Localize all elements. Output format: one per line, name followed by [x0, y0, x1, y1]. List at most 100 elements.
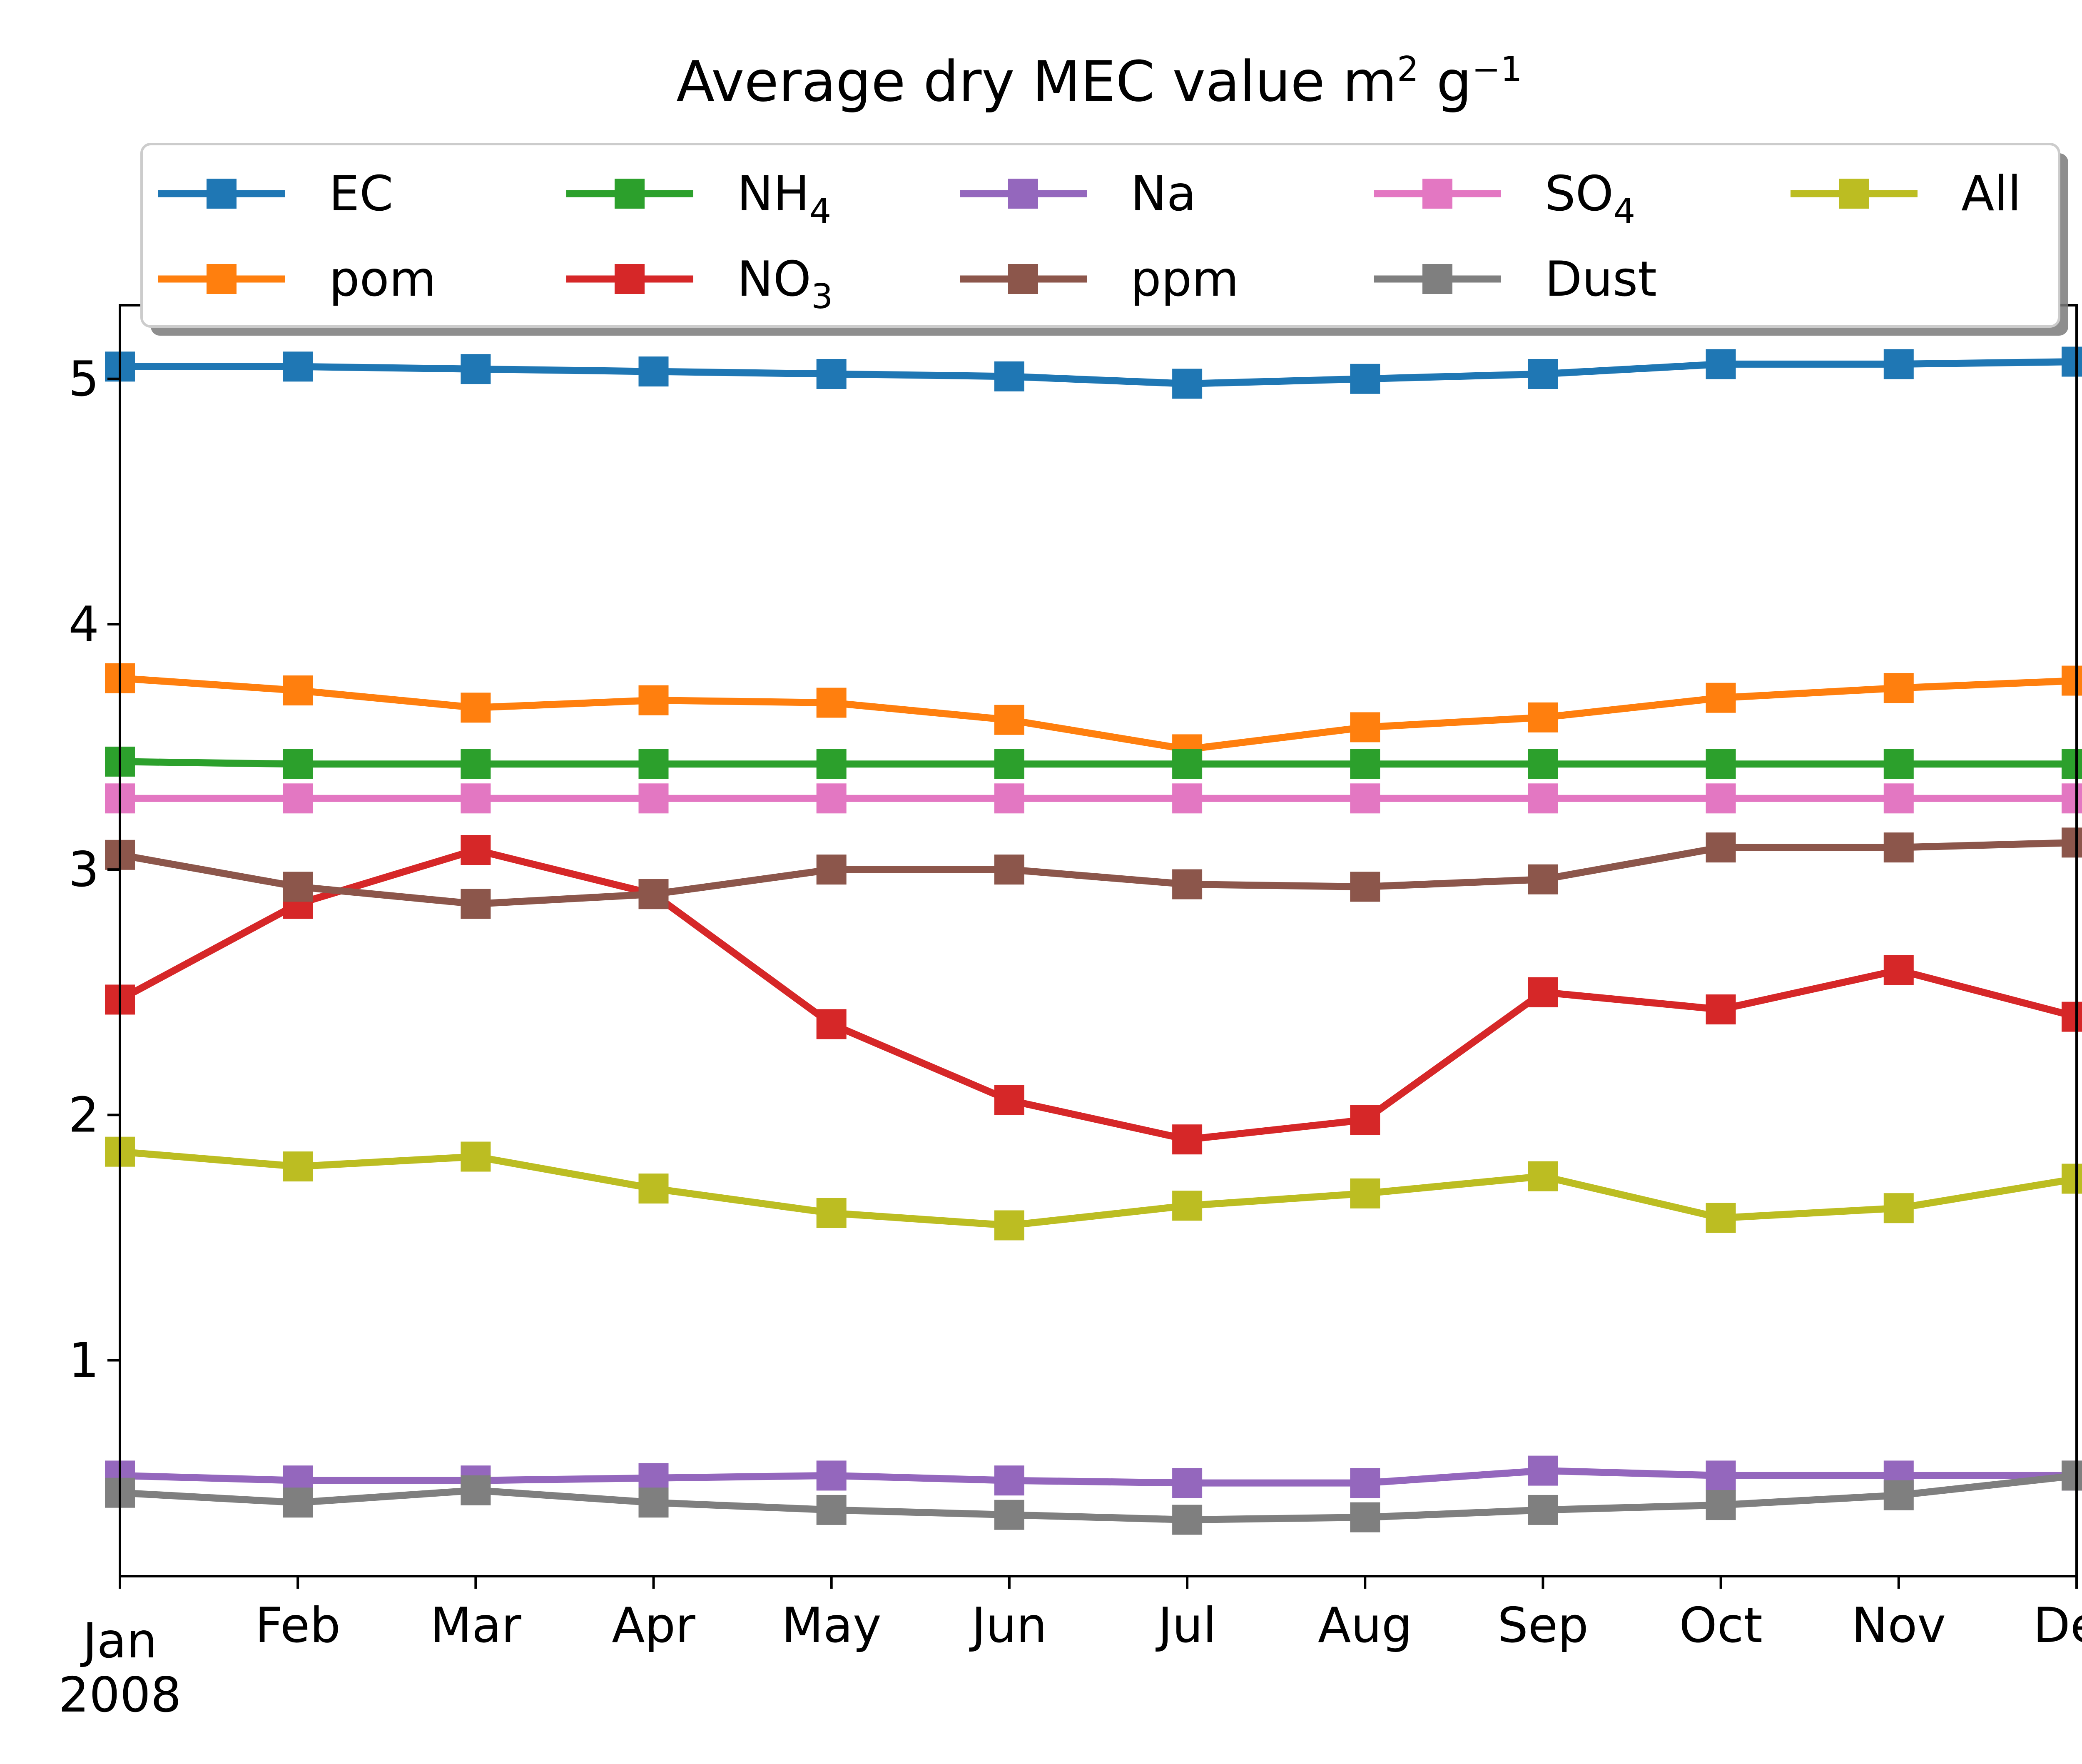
legend-item-no3: NO3: [566, 251, 833, 316]
series-line-all: [120, 1148, 2077, 1229]
x-axis: Jan Feb Mar Apr May Jun Jul Aug Sep Oct Nov Dec 2008: [58, 1576, 2082, 1723]
data-point-all: [816, 1198, 847, 1228]
x-tick-label-jan: Jan: [80, 1613, 157, 1669]
series-ppm: [105, 827, 2082, 919]
x-tick-label-mar: Mar: [430, 1597, 521, 1654]
data-point-so4: [283, 783, 313, 814]
data-point-pom: [2062, 665, 2082, 696]
data-point-ppm: [1350, 872, 1380, 902]
data-point-ec: [816, 359, 847, 389]
legend-item-na: Na: [960, 166, 1196, 222]
data-point-so4: [2062, 783, 2082, 814]
data-point-nh4: [2062, 749, 2082, 779]
legend-swatch-marker: [1422, 179, 1452, 209]
data-point-all: [638, 1174, 669, 1204]
legend-label: NH4: [737, 166, 831, 231]
series-pom: [105, 663, 2082, 765]
data-point-nh4: [1706, 749, 1736, 779]
data-point-ppm: [1706, 832, 1736, 863]
data-point-so4: [816, 783, 847, 814]
data-point-na: [994, 1465, 1024, 1496]
data-point-nh4: [1883, 749, 1914, 779]
data-point-no3: [816, 1009, 847, 1039]
legend-swatch-marker: [1008, 179, 1038, 209]
legend-item-ppm: ppm: [960, 251, 1239, 307]
data-point-so4: [638, 783, 669, 814]
series-line-ppm: [119, 839, 2077, 908]
data-point-pom: [461, 693, 491, 723]
data-point-dust: [1172, 1505, 1203, 1535]
legend-item-so4: SO4: [1374, 166, 1635, 231]
data-point-ec: [1172, 369, 1203, 399]
data-point-so4: [461, 783, 491, 814]
data-point-ec: [461, 354, 491, 384]
data-point-ec: [283, 351, 313, 382]
data-point-nh4: [1528, 749, 1558, 779]
data-point-na: [1706, 1460, 1736, 1491]
data-point-no3: [1883, 955, 1914, 985]
legend-label: Na: [1131, 166, 1196, 222]
legend-label: EC: [329, 166, 393, 222]
data-point-all: [1528, 1161, 1558, 1191]
x-tick-label-jul: Jul: [1156, 1597, 1216, 1654]
legend-label: All: [1961, 166, 2021, 222]
series-nh4: [105, 746, 2082, 779]
legend-label: ppm: [1131, 251, 1239, 307]
x-tick-label-may: May: [782, 1597, 882, 1654]
legend-label: pom: [329, 251, 436, 307]
y-axis: 1 2 3 4 5: [68, 351, 120, 1389]
legend-swatch-marker: [207, 179, 237, 209]
data-point-na: [816, 1460, 847, 1491]
y-tick-label: 1: [68, 1333, 99, 1389]
legend-swatch-marker: [1839, 179, 1869, 209]
data-point-ppm: [1883, 832, 1914, 863]
data-point-pom: [816, 688, 847, 718]
data-point-ppm: [816, 855, 847, 885]
data-point-no3: [1172, 1124, 1203, 1155]
series-so4: [105, 783, 2082, 814]
data-point-nh4: [461, 749, 491, 779]
legend-swatch-marker: [615, 264, 645, 294]
x-tick-label-oct: Oct: [1679, 1597, 1763, 1654]
data-point-na: [1350, 1468, 1380, 1498]
data-point-ec: [638, 356, 669, 387]
series-line-nh4: [120, 758, 2077, 768]
data-point-pom: [1883, 673, 1914, 703]
legend-label: NO3: [737, 251, 833, 316]
legend-swatch-marker: [1008, 264, 1038, 294]
y-tick-label: 2: [68, 1087, 99, 1143]
data-point-na: [1172, 1468, 1203, 1498]
series-na: [105, 1455, 2082, 1498]
data-point-nh4: [1172, 749, 1203, 779]
series-dust: [105, 1460, 2082, 1535]
data-point-pom: [1350, 712, 1380, 742]
legend-swatch-marker: [615, 179, 645, 209]
y-tick-label: 3: [68, 842, 99, 898]
data-point-all: [1350, 1178, 1380, 1208]
series-line-no3: [118, 846, 2078, 1143]
data-point-ppm: [2062, 827, 2082, 858]
data-point-so4: [1350, 783, 1380, 814]
data-point-ec: [994, 361, 1024, 391]
series-line-na: [120, 1467, 2077, 1487]
data-point-all: [1883, 1193, 1914, 1223]
legend-item-pom: pom: [158, 251, 436, 307]
x-tick-label-dec: Dec: [2033, 1597, 2082, 1654]
legend-items: EC pom NH4 NO3 Na ppm SO4 Dust All: [158, 166, 2021, 316]
data-point-dust: [283, 1487, 313, 1518]
data-point-ppm: [1528, 864, 1558, 894]
data-point-nh4: [1350, 749, 1380, 779]
data-point-all: [2062, 1164, 2082, 1194]
data-point-na: [1528, 1455, 1558, 1486]
data-point-ppm: [461, 889, 491, 919]
x-tick-label-feb: Feb: [255, 1597, 340, 1654]
data-point-all: [994, 1210, 1024, 1241]
data-point-dust: [1706, 1490, 1736, 1520]
legend-label: Dust: [1545, 251, 1657, 307]
data-point-ec: [1883, 349, 1914, 379]
y-tick-label: 4: [68, 596, 99, 653]
legend-label: SO4: [1545, 166, 1635, 231]
data-point-nh4: [638, 749, 669, 779]
data-point-so4: [1883, 783, 1914, 814]
